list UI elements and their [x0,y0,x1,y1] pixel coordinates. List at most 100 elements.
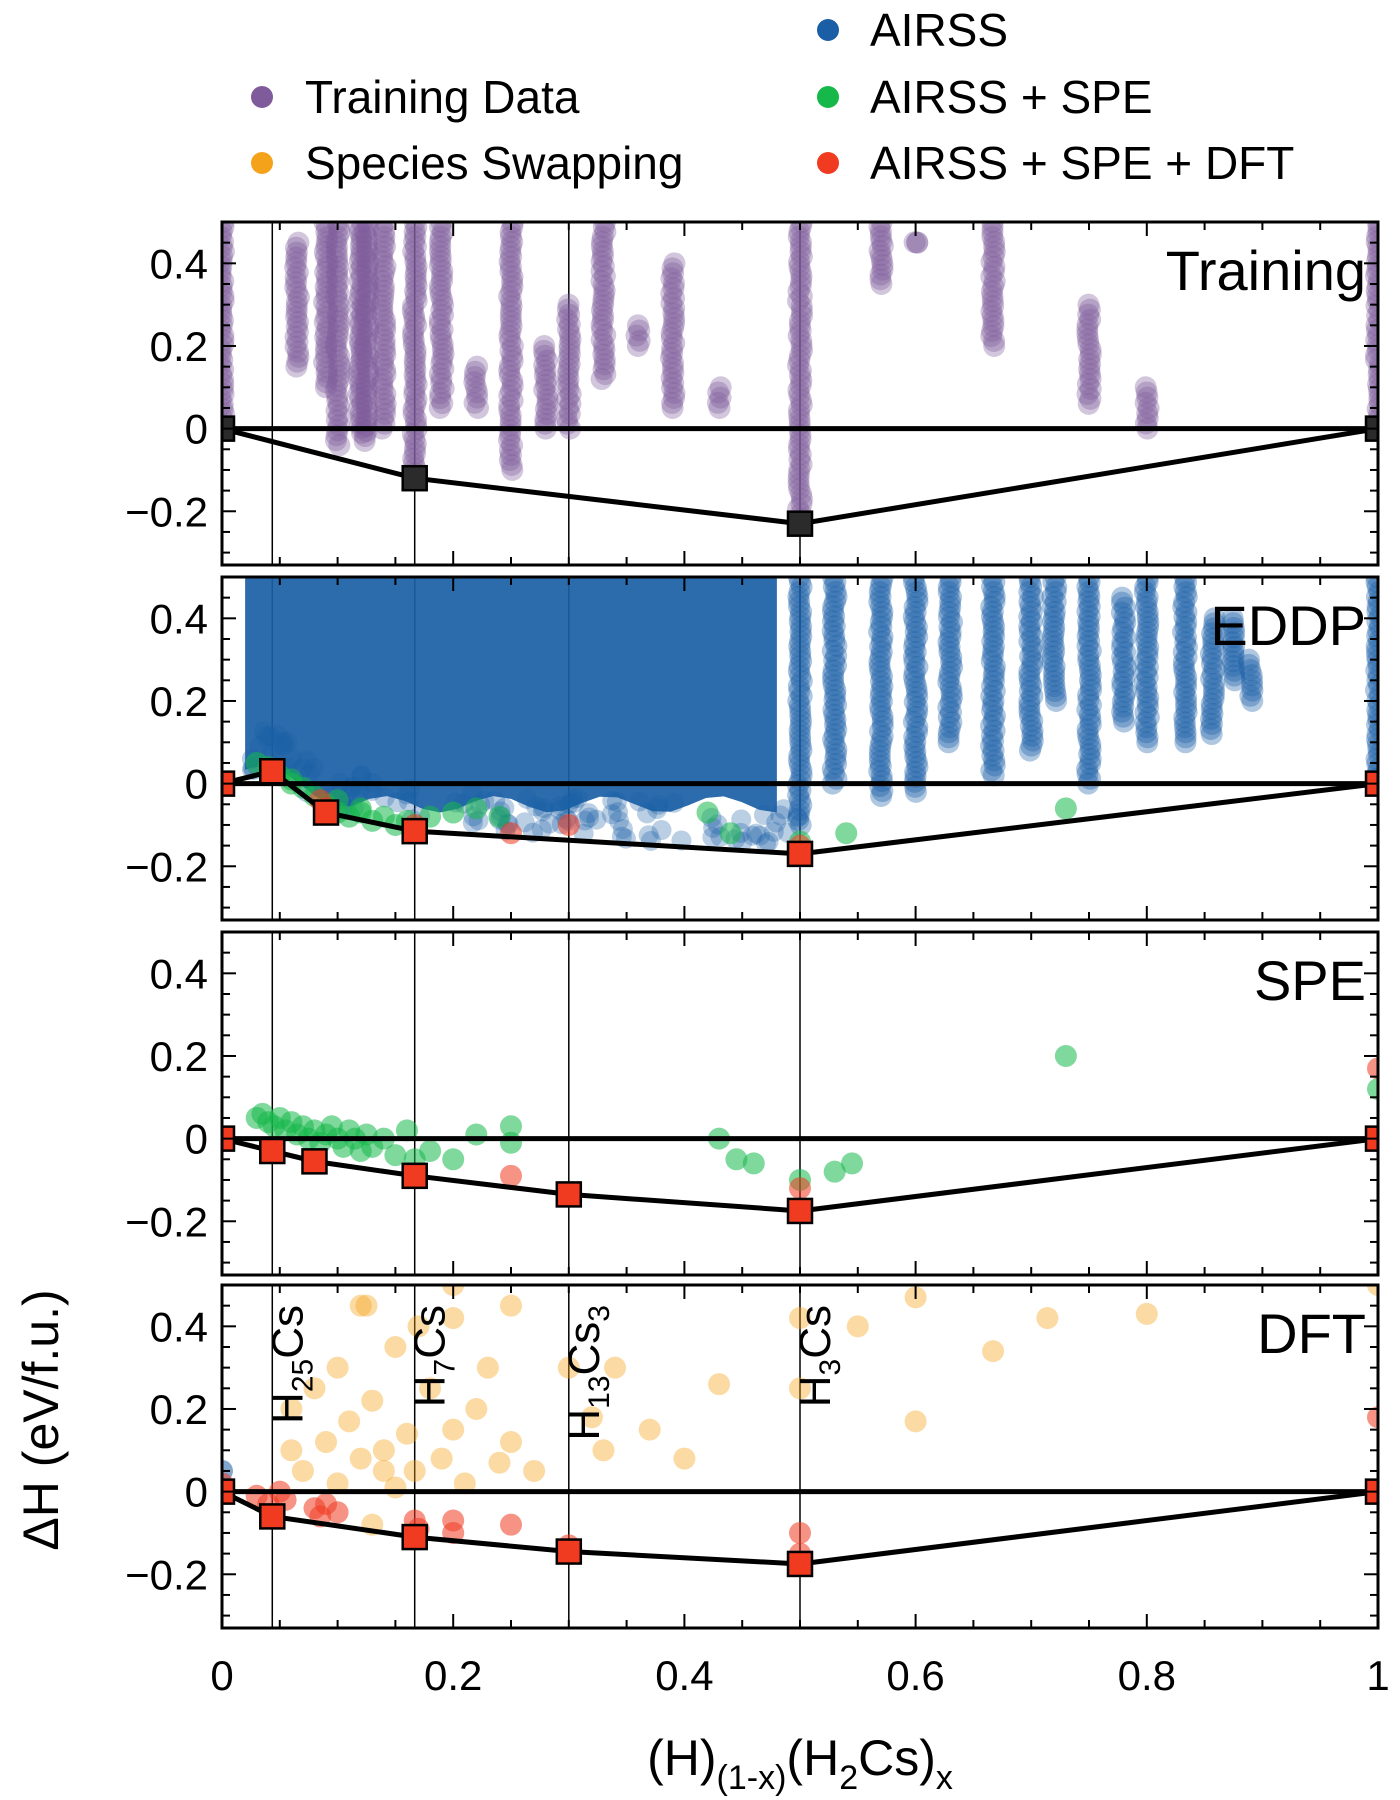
training-column [401,222,428,490]
swapping-point [361,1389,384,1412]
training-point [431,289,454,312]
airss_spe-point [725,1148,748,1171]
training-point [403,427,426,450]
airss-column [787,577,813,836]
airss_spe-point [500,1115,522,1138]
training-point [348,313,371,336]
training-point [466,386,489,409]
airss-point [787,784,810,807]
airss_spe-point [442,1148,465,1171]
airss-point [903,690,926,713]
training-point [371,304,394,327]
training-point [662,362,685,385]
airss-point [1134,661,1157,684]
training-point [354,245,377,268]
airss-point [1222,626,1245,649]
training-point [355,415,378,438]
airss-point [1237,653,1260,676]
training-point [1366,255,1378,278]
airss-column [1172,577,1198,754]
airss-point [651,820,672,841]
training-point [348,222,371,238]
training-point [404,358,427,381]
training-point [284,276,307,299]
training-point [353,222,376,243]
swapping-point [407,1315,430,1338]
training-point [428,362,451,385]
swapping-point [476,1356,499,1379]
airss-point [940,681,963,704]
airss-point [822,669,845,692]
training-point [405,373,428,396]
training-point [286,340,309,363]
training-point [350,279,373,302]
airss-point [1018,670,1041,693]
airss-point [903,630,926,653]
training-point [373,309,396,332]
training-point [431,348,454,371]
training-column [353,222,380,453]
training-point [789,359,812,382]
training-point [594,363,617,386]
airss-point [789,665,812,688]
swapping-point [326,1356,349,1379]
training-point [1079,368,1102,391]
training-point [499,404,522,427]
training-point [501,334,524,357]
training-point [285,236,308,259]
swapping-point [395,1422,418,1445]
training-point [787,468,810,491]
training-point [429,382,452,405]
swapping-point [904,1410,927,1433]
training-point [1077,293,1100,316]
airss-point [1021,650,1044,673]
airss-point [906,700,929,723]
training-point [788,255,811,278]
airss-point [937,631,960,654]
plot-area [222,932,1378,1275]
airss-point [567,787,588,808]
airss-point [1018,680,1041,703]
training-point [1368,358,1378,381]
training-column [903,231,929,254]
training-point [351,294,374,317]
airss-point [870,680,893,703]
training-point [284,266,307,289]
training-point [706,391,729,414]
training-point [790,222,813,233]
swapping-point [303,1377,326,1400]
airss-point [790,739,813,762]
training-point [556,298,579,321]
hull-vertex-marker [259,1503,286,1530]
airss-point [1172,596,1195,619]
training-point [534,398,557,421]
training-point [347,382,370,405]
airss-point [824,713,847,736]
airss_spe-point [1367,1078,1378,1101]
training-point [789,260,812,283]
airss-point [983,749,1006,772]
training-point [499,260,522,283]
airss-point [1111,675,1134,698]
training-point [499,320,522,343]
airss-point [940,586,963,609]
airss-point [1174,721,1197,744]
training-point [428,313,451,336]
training-point [788,250,811,273]
airss-point [702,827,723,848]
training-point [222,338,232,361]
panel-label-dft: DFT [1257,1302,1366,1365]
training-point [313,241,336,264]
training-point [356,405,379,428]
training-point [788,398,811,421]
training-column [706,376,732,419]
training-point [498,285,521,308]
training-point [534,407,557,430]
training-point [350,222,373,233]
airss-point [906,590,929,613]
training-point [788,384,811,407]
training-point [325,409,348,432]
training-point [535,403,558,426]
airss-point [1222,616,1245,639]
training-point [559,392,582,415]
